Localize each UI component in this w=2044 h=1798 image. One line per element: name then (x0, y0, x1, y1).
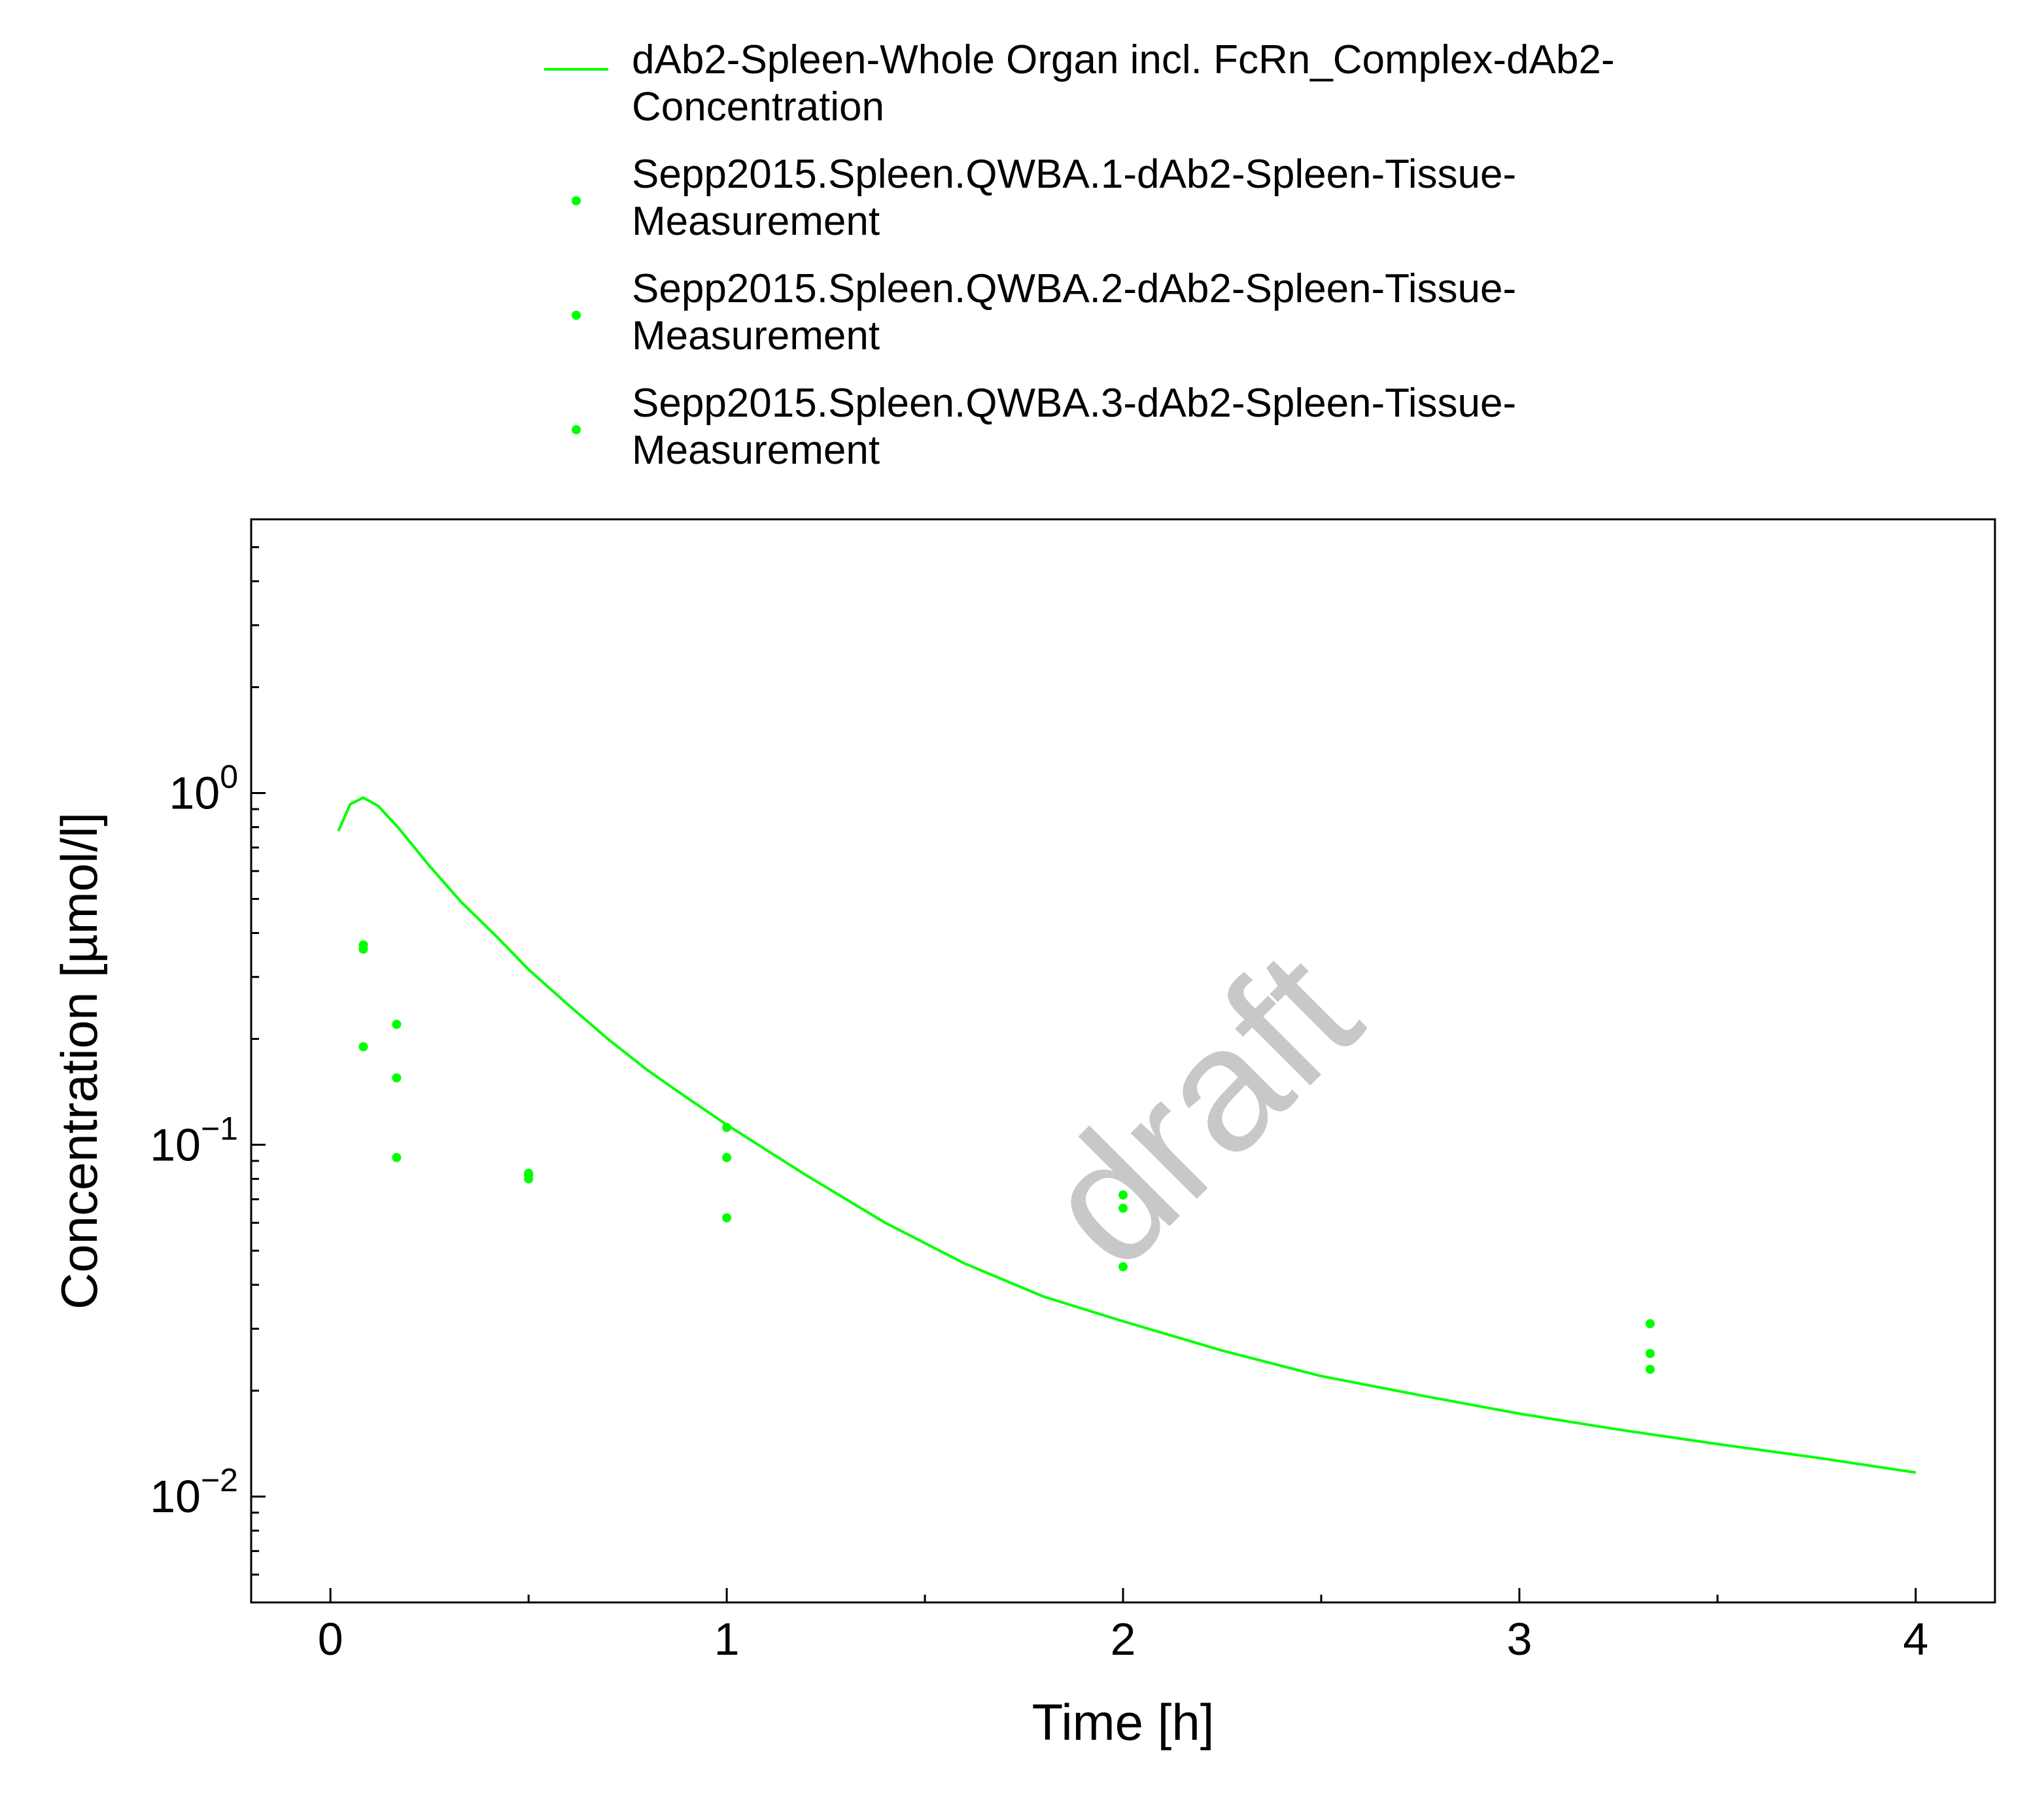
y-tick-label: 100 (169, 758, 238, 818)
y-tick-label: 10−1 (150, 1110, 238, 1170)
x-axis-title: Time [h] (1032, 1693, 1215, 1751)
x-tick-label: 2 (1111, 1614, 1136, 1665)
data-point-series-3 (1118, 1262, 1128, 1271)
data-point-series-3 (392, 1152, 402, 1162)
data-point-series-3 (358, 1042, 368, 1052)
legend-label-line: dAb2-Spleen-Whole Organ incl. FcRn_Compl… (632, 37, 1614, 82)
legend-label: Sepp2015.Spleen.QWBA.2-dAb2-Spleen-Tissu… (632, 266, 1516, 358)
legend-marker-swatch (572, 196, 581, 205)
legend-item: Sepp2015.Spleen.QWBA.2-dAb2-Spleen-Tissu… (572, 266, 1516, 358)
data-point-series-2 (392, 1073, 402, 1082)
y-tick-label-exponent: 0 (220, 758, 238, 795)
y-tick-label-base: 10 (169, 767, 220, 818)
legend: dAb2-Spleen-Whole Organ incl. FcRn_Compl… (544, 37, 1614, 473)
legend-item: Sepp2015.Spleen.QWBA.1-dAb2-Spleen-Tissu… (572, 152, 1516, 244)
data-point-series-3 (524, 1168, 534, 1178)
x-tick-label: 3 (1506, 1614, 1532, 1665)
data-point-series-1 (392, 1020, 402, 1029)
data-point-series-2 (358, 944, 368, 954)
y-tick-label: 10−2 (150, 1462, 238, 1522)
x-tick-label: 1 (714, 1614, 740, 1665)
y-tick-label-exponent: −1 (201, 1110, 238, 1147)
data-point-series-1 (1118, 1190, 1128, 1200)
data-point-series-3 (722, 1213, 732, 1222)
legend-label: Sepp2015.Spleen.QWBA.1-dAb2-Spleen-Tissu… (632, 152, 1516, 244)
legend-label-line: Measurement (632, 428, 880, 473)
y-tick-label-exponent: −2 (201, 1462, 238, 1498)
x-tick-label: 4 (1903, 1614, 1928, 1665)
data-point-series-3 (1645, 1364, 1655, 1374)
legend-label: dAb2-Spleen-Whole Organ incl. FcRn_Compl… (632, 37, 1614, 130)
y-axis-title: Concentration [µmol/l] (50, 812, 108, 1309)
data-point-series-2 (1645, 1349, 1655, 1358)
data-point-series-1 (722, 1122, 732, 1132)
legend-label-line: Measurement (632, 199, 880, 244)
legend-marker-swatch (572, 311, 581, 320)
y-tick-label-base: 10 (150, 1471, 201, 1522)
legend-item: dAb2-Spleen-Whole Organ incl. FcRn_Compl… (544, 37, 1614, 130)
data-point-series-2 (722, 1152, 732, 1162)
legend-label-line: Sepp2015.Spleen.QWBA.1-dAb2-Spleen-Tissu… (632, 152, 1516, 197)
data-point-series-1 (1645, 1319, 1655, 1328)
series-layer (337, 796, 1916, 1474)
x-tick-label: 0 (318, 1614, 343, 1665)
legend-label-line: Concentration (632, 84, 884, 130)
legend-label-line: Measurement (632, 313, 880, 358)
y-tick-label-base: 10 (150, 1119, 201, 1170)
legend-label: Sepp2015.Spleen.QWBA.3-dAb2-Spleen-Tissu… (632, 381, 1516, 473)
legend-label-line: Sepp2015.Spleen.QWBA.3-dAb2-Spleen-Tissu… (632, 381, 1516, 426)
legend-label-line: Sepp2015.Spleen.QWBA.2-dAb2-Spleen-Tissu… (632, 266, 1516, 311)
data-point-series-2 (1118, 1203, 1128, 1213)
x-axis: 0 1 2 3 4 (318, 1588, 1928, 1665)
legend-item: Sepp2015.Spleen.QWBA.3-dAb2-Spleen-Tissu… (572, 381, 1516, 473)
legend-marker-swatch (572, 425, 581, 434)
